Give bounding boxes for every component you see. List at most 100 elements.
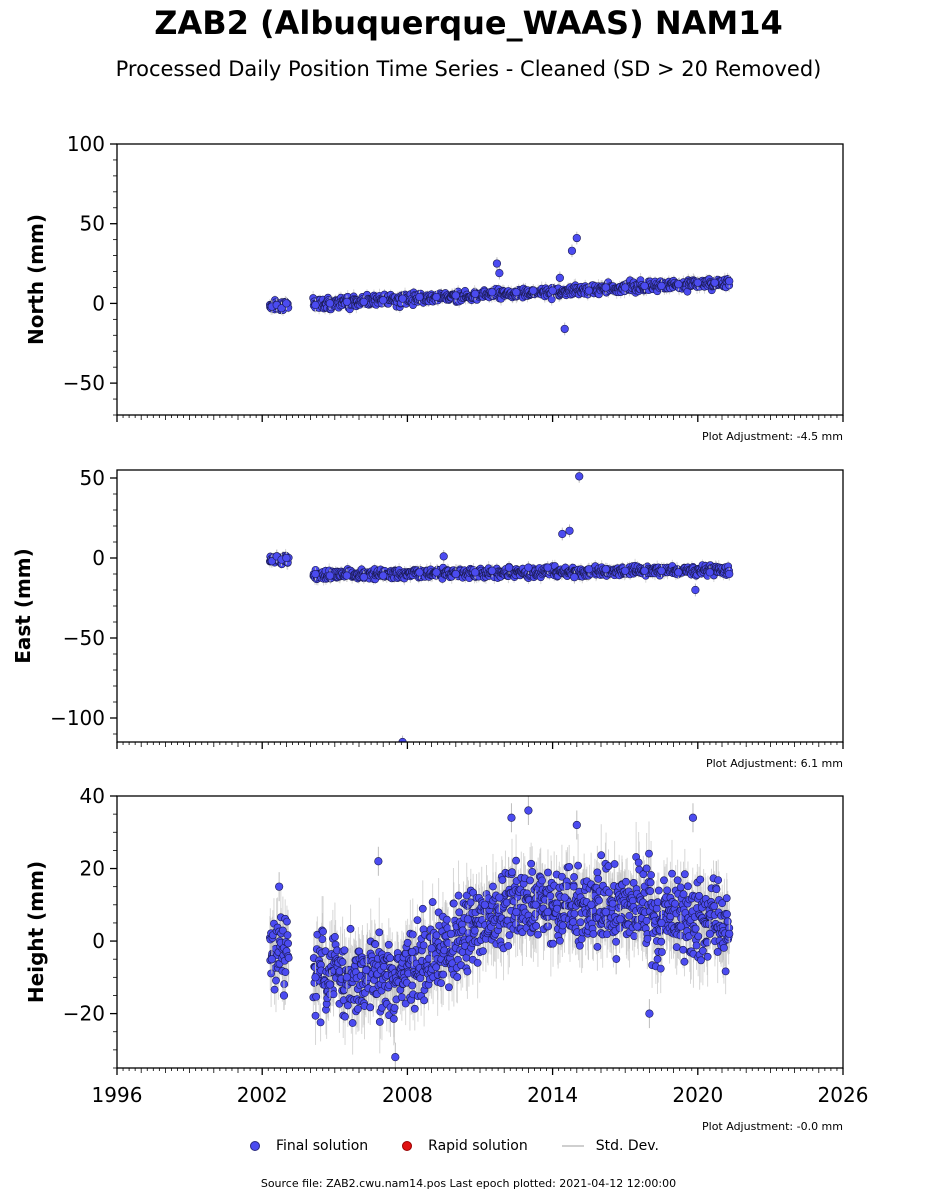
data-point bbox=[325, 571, 335, 580]
data-point bbox=[318, 935, 327, 944]
chart-title: ZAB2 (Albuquerque_WAAS) NAM14 bbox=[154, 4, 783, 42]
data-point bbox=[451, 569, 460, 579]
data-point bbox=[621, 566, 630, 575]
data-point bbox=[371, 940, 380, 949]
data-point bbox=[272, 976, 280, 985]
data-point bbox=[584, 565, 594, 574]
data-point bbox=[601, 565, 610, 574]
data-point bbox=[488, 288, 497, 297]
data-point bbox=[282, 553, 291, 563]
data-point bbox=[338, 958, 347, 966]
data-point bbox=[691, 585, 700, 595]
data-point bbox=[572, 233, 581, 243]
data-point bbox=[384, 940, 393, 949]
y-tick-label: −50 bbox=[63, 371, 105, 395]
data-point bbox=[283, 931, 292, 940]
data-point bbox=[398, 737, 407, 742]
panel-2: −100 −50 0 50 East (mm) Plot Adjustment: 6.1 … bbox=[11, 466, 844, 770]
data-point bbox=[488, 566, 497, 575]
data-point bbox=[353, 1004, 362, 1013]
data-point bbox=[325, 299, 335, 308]
data-point bbox=[346, 924, 355, 933]
data-point bbox=[529, 286, 538, 295]
data-point bbox=[471, 568, 480, 577]
data-point bbox=[284, 939, 292, 948]
data-point bbox=[366, 1003, 375, 1012]
data-point bbox=[512, 288, 521, 297]
data-point bbox=[504, 563, 514, 572]
y-tick-label: 0 bbox=[92, 546, 105, 570]
plot-adjustment-note: Plot Adjustment: 6.1 mm bbox=[706, 757, 843, 770]
data-point bbox=[340, 946, 349, 955]
chart-subtitle: Processed Daily Position Time Series - C… bbox=[115, 57, 822, 81]
data-point bbox=[375, 1018, 384, 1026]
data-point bbox=[329, 990, 338, 999]
point-cloud bbox=[266, 849, 734, 1027]
plot-frame bbox=[116, 143, 844, 416]
data-point bbox=[725, 276, 734, 286]
data-point bbox=[379, 571, 388, 580]
data-point bbox=[432, 568, 441, 577]
y-axis-label: North (mm) bbox=[24, 214, 48, 345]
series-final bbox=[267, 231, 734, 336]
data-point bbox=[281, 968, 290, 977]
data-point bbox=[283, 917, 291, 926]
series-final bbox=[267, 470, 734, 742]
data-point bbox=[674, 280, 683, 289]
data-point bbox=[560, 324, 569, 334]
data-point bbox=[348, 1019, 357, 1027]
data-point bbox=[379, 296, 388, 305]
data-point bbox=[341, 1012, 349, 1021]
data-point bbox=[270, 985, 279, 994]
data-point bbox=[316, 1018, 325, 1027]
data-point bbox=[277, 304, 286, 313]
data-point bbox=[657, 566, 666, 575]
data-point bbox=[693, 278, 702, 287]
data-point bbox=[710, 278, 719, 287]
data-point bbox=[282, 299, 291, 308]
data-point bbox=[567, 246, 577, 255]
data-point bbox=[584, 286, 594, 295]
plot-area bbox=[266, 470, 734, 742]
data-point bbox=[439, 552, 448, 561]
data-point bbox=[398, 294, 407, 303]
data-point bbox=[380, 962, 388, 971]
data-point bbox=[492, 259, 502, 268]
plot-area bbox=[266, 796, 734, 1068]
data-point bbox=[319, 927, 327, 936]
data-point bbox=[312, 992, 321, 1001]
data-point bbox=[359, 297, 368, 306]
y-tick-label: −50 bbox=[63, 626, 105, 650]
data-point bbox=[621, 283, 630, 292]
data-point bbox=[543, 563, 552, 572]
y-axis-label: East (mm) bbox=[11, 548, 35, 664]
data-point bbox=[640, 281, 649, 290]
data-point bbox=[311, 300, 320, 310]
plot-frame bbox=[116, 469, 844, 743]
data-point bbox=[342, 571, 352, 580]
data-point bbox=[575, 472, 584, 481]
data-point bbox=[674, 568, 683, 577]
data-point bbox=[495, 269, 504, 278]
y-tick-label: 50 bbox=[80, 466, 105, 490]
x-ticks bbox=[116, 415, 844, 422]
data-point bbox=[555, 273, 564, 283]
data-point bbox=[565, 526, 574, 535]
panel-1: −50 0 50 100 North (mm) Plot Adjustment: -4.5… bbox=[24, 132, 844, 443]
y-ticks bbox=[110, 143, 117, 416]
data-point bbox=[311, 1011, 320, 1020]
data-point bbox=[640, 566, 649, 575]
data-point bbox=[547, 295, 556, 304]
y-tick-label: 0 bbox=[92, 291, 105, 315]
data-point bbox=[432, 292, 441, 302]
y-tick-label: 50 bbox=[80, 212, 105, 236]
y-tick-label: −100 bbox=[50, 706, 105, 730]
data-point bbox=[471, 289, 480, 298]
data-point bbox=[415, 292, 424, 302]
data-point bbox=[657, 281, 666, 290]
data-point bbox=[331, 932, 339, 941]
data-point bbox=[284, 953, 293, 962]
data-point bbox=[267, 969, 276, 978]
